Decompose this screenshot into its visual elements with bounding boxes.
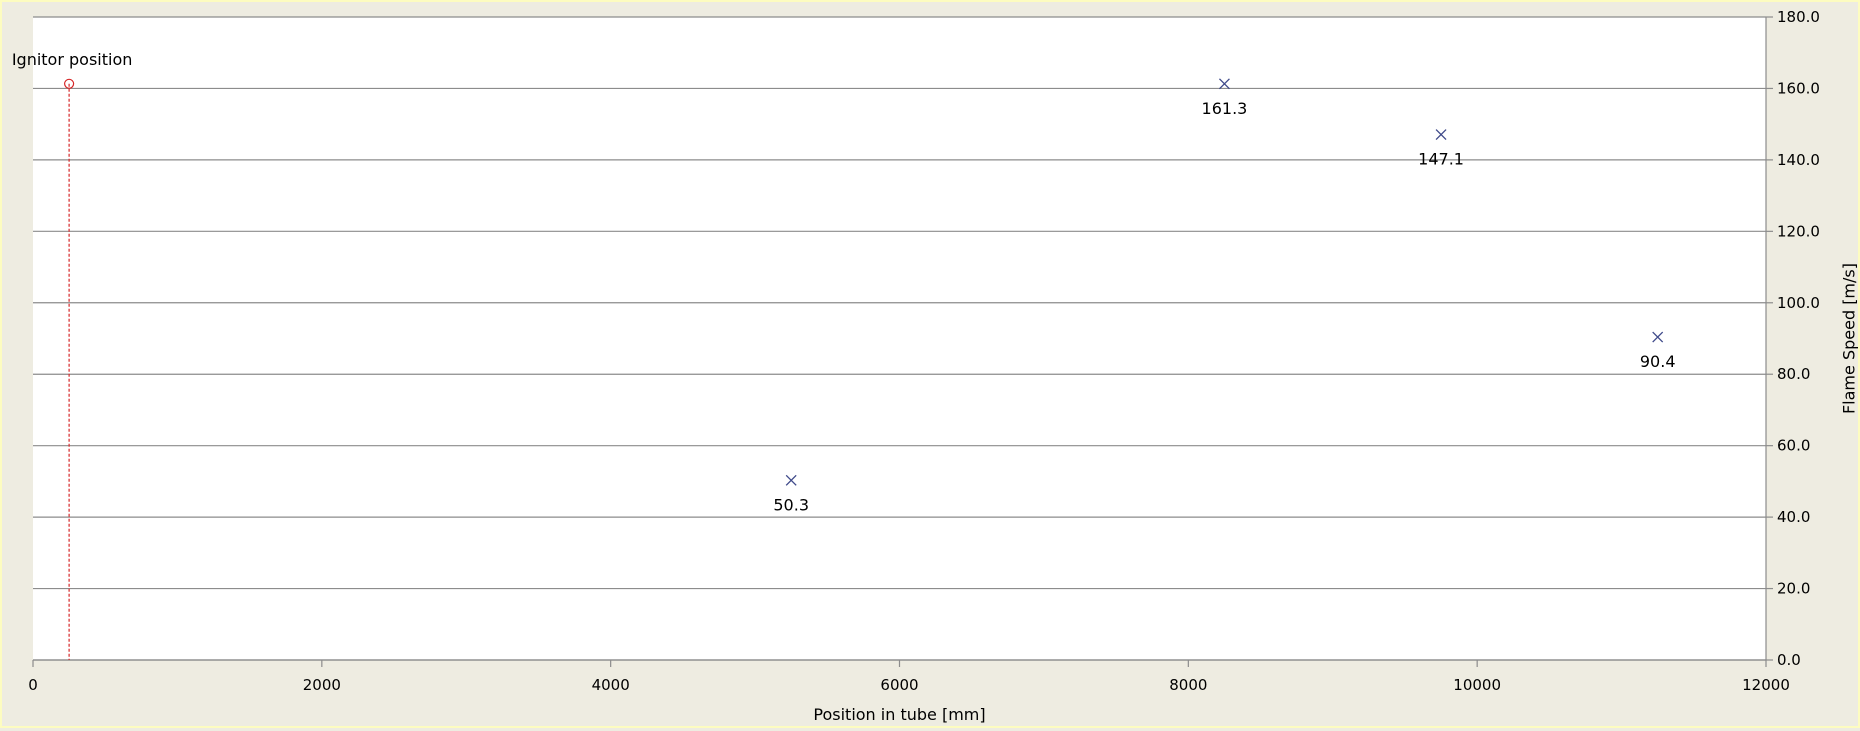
x-tick-label: 6000 [880, 676, 918, 694]
ignitor-marker [64, 78, 75, 89]
data-label: 90.4 [1640, 352, 1676, 371]
data-label: 147.1 [1418, 150, 1464, 169]
y-tick-label: 60.0 [1777, 437, 1810, 455]
y-axis-title: Flame Speed [m/s] [1840, 263, 1859, 414]
ignitor-label: Ignitor position [12, 50, 133, 69]
y-tick-label: 80.0 [1777, 365, 1810, 383]
y-tick-label: 120.0 [1777, 222, 1820, 240]
data-point [1218, 78, 1230, 90]
data-point [1435, 129, 1447, 140]
x-tick-label: 0 [28, 676, 38, 694]
data-point [1652, 331, 1664, 343]
y-tick-label: 20.0 [1777, 580, 1810, 598]
y-axis-ticks: 0.0 20.0 40.0 60.0 80.0 100.0 120.0 140.0 160.0 1… [1766, 8, 1820, 669]
x-tick-label: 10000 [1453, 676, 1501, 694]
data-label: 50.3 [773, 495, 809, 514]
y-tick-label: 140.0 [1777, 151, 1820, 169]
y-tick-label: 180.0 [1777, 8, 1820, 26]
data-points: 50.3 161.3 147.1 90.4 [773, 78, 1676, 514]
gridlines [33, 16, 1766, 661]
data-point [785, 474, 797, 486]
x-tick-label: 8000 [1169, 676, 1207, 694]
x-tick-label: 12000 [1742, 676, 1790, 694]
x-tick-label: 4000 [592, 676, 630, 694]
x-axis-title: Position in tube [mm] [813, 705, 985, 724]
y-tick-label: 100.0 [1777, 294, 1820, 312]
y-tick-label: 40.0 [1777, 508, 1810, 526]
x-axis-ticks: 0 2000 4000 6000 8000 10000 12000 [28, 660, 1790, 694]
y-tick-label: 0.0 [1777, 651, 1801, 669]
x-tick-label: 2000 [303, 676, 341, 694]
y-tick-label: 160.0 [1777, 79, 1820, 97]
ignitor-annotation: Ignitor position [12, 50, 133, 660]
data-label: 161.3 [1202, 99, 1248, 118]
plot-area [33, 17, 1766, 660]
